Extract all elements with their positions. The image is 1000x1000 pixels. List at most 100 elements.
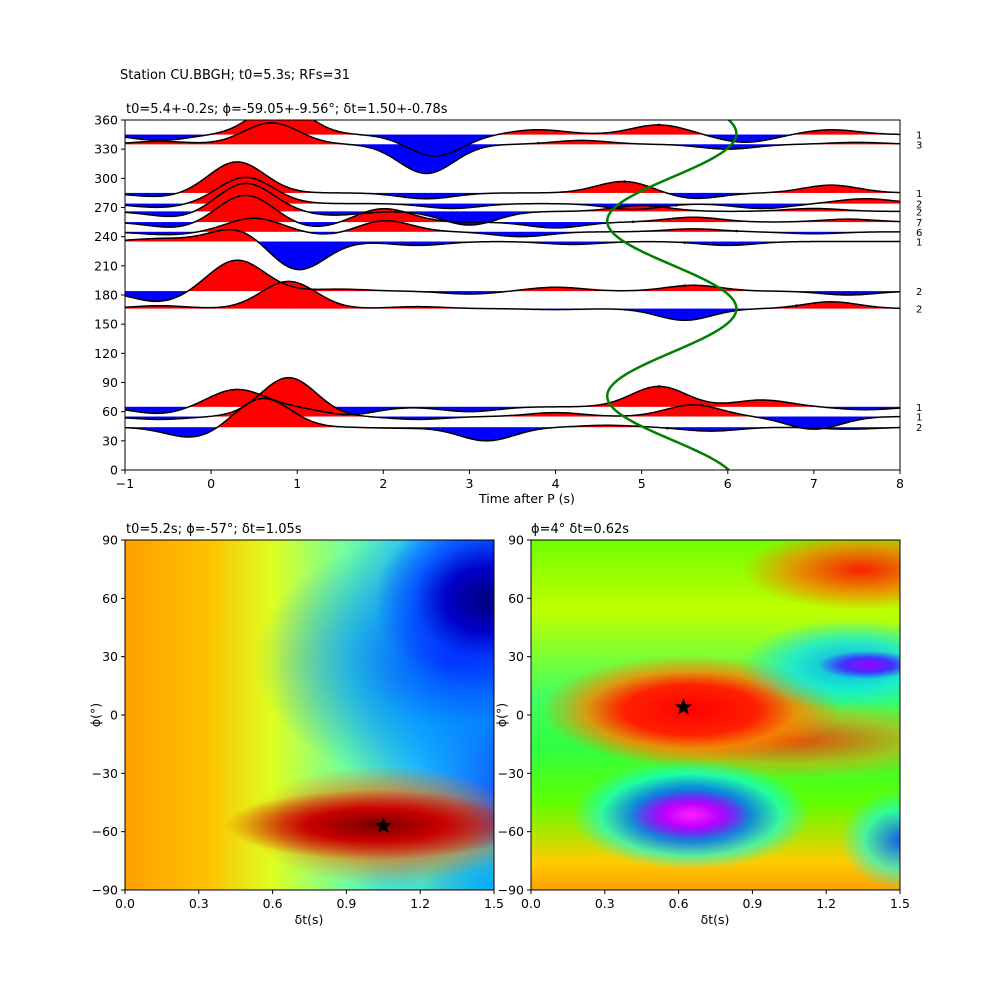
trace-fill-segment xyxy=(193,142,197,145)
trace-fill-segment xyxy=(419,216,423,223)
trace-fill-segment xyxy=(590,222,593,225)
trace-fill-segment xyxy=(137,134,141,139)
trace-fill-segment xyxy=(157,203,161,208)
trace-fill-segment xyxy=(605,183,608,193)
trace-fill-segment xyxy=(549,142,552,145)
trace-fill-segment xyxy=(312,222,316,227)
trace-fill-segment xyxy=(269,205,272,223)
trace-fill-segment xyxy=(617,399,621,407)
trace-fill-segment xyxy=(191,134,195,138)
trace-fill-segment xyxy=(887,406,890,409)
trace-fill-segment xyxy=(848,427,852,430)
trace-fill-segment xyxy=(180,211,184,216)
trace-fill-segment xyxy=(863,427,867,429)
trace-fill-segment xyxy=(435,427,438,431)
trace-fill-segment xyxy=(882,199,886,204)
trace-fill-segment xyxy=(398,406,402,409)
trace-fill-segment xyxy=(852,219,856,223)
trace-fill-segment xyxy=(542,412,546,417)
trace-fill-segment xyxy=(861,219,864,223)
trace-fill-segment xyxy=(424,217,427,223)
trace-fill-segment xyxy=(355,215,359,223)
trace-fill-segment xyxy=(211,211,214,223)
trace-fill-segment xyxy=(232,221,236,232)
trace-fill-segment xyxy=(854,427,858,430)
trace-fill-segment xyxy=(523,211,527,214)
trace-fill-segment xyxy=(598,185,602,193)
trace-fill-segment xyxy=(376,134,380,137)
trace-fill-segment xyxy=(656,386,660,407)
trace-fill-segment xyxy=(381,241,384,244)
trace-fill-segment xyxy=(161,211,165,217)
trace-fill-segment xyxy=(828,231,832,234)
trace-fill-segment xyxy=(732,144,735,150)
trace-fill-segment xyxy=(295,130,298,145)
trace-fill-segment xyxy=(452,291,455,294)
x-tick-label: 6 xyxy=(724,476,732,491)
trace-fill-segment xyxy=(695,427,699,431)
trace-fill-segment xyxy=(682,192,686,198)
trace-fill-segment xyxy=(454,203,458,209)
trace-fill-segment xyxy=(887,200,890,204)
trace-fill-segment xyxy=(456,144,460,160)
trace-fill-segment xyxy=(329,231,333,234)
y-tick-label: 90 xyxy=(102,533,118,548)
trace-fill-segment xyxy=(187,237,191,242)
x-tick-label: 1.2 xyxy=(816,896,836,911)
trace-fill-segment xyxy=(712,241,716,245)
trace-fill-segment xyxy=(803,304,806,309)
trace-fill-segment xyxy=(422,427,425,429)
trace-fill-segment xyxy=(437,211,440,219)
trace-fill-segment xyxy=(831,301,834,309)
trace-fill-segment xyxy=(426,306,430,309)
trace-fill-segment xyxy=(211,228,214,232)
trace-fill-segment xyxy=(639,126,643,135)
trace-fill-segment xyxy=(656,189,660,193)
trace-fill-segment xyxy=(738,203,742,208)
trace-fill-segment xyxy=(133,142,137,145)
trace-fill-segment xyxy=(607,208,610,212)
trace-fill-segment xyxy=(863,219,867,223)
trace-fill-segment xyxy=(710,192,714,198)
trace-fill-segment xyxy=(260,124,264,145)
trace-fill-segment xyxy=(566,287,570,292)
trace-fill-segment xyxy=(648,125,651,135)
trace-fill-segment xyxy=(480,427,483,441)
trace-fill-segment xyxy=(544,129,548,135)
trace-fill-segment xyxy=(600,203,604,207)
trace-fill-segment xyxy=(363,406,367,414)
trace-fill-segment xyxy=(417,192,421,199)
trace-fill-segment xyxy=(159,231,163,235)
trace-fill-segment xyxy=(342,289,346,292)
trace-fill-segment xyxy=(428,203,432,208)
trace-fill-segment xyxy=(607,132,610,135)
trace-fill-segment xyxy=(710,229,714,232)
trace-fill-segment xyxy=(196,134,199,137)
trace-fill-segment xyxy=(305,120,309,135)
trace-fill-segment xyxy=(837,219,841,223)
trace-fill-segment xyxy=(325,241,328,259)
trace-fill-segment xyxy=(314,231,318,234)
trace-fill-segment xyxy=(796,189,800,193)
trace-fill-segment xyxy=(146,291,150,301)
trace-fill-segment xyxy=(318,222,322,227)
trace-fill-segment xyxy=(264,241,268,250)
trace-fill-segment xyxy=(226,262,229,292)
trace-fill-segment xyxy=(809,208,813,212)
trace-fill-segment xyxy=(383,192,387,195)
trace-fill-segment xyxy=(536,231,539,236)
trace-fill-segment xyxy=(869,291,873,294)
trace-fill-segment xyxy=(131,306,135,309)
trace-fill-segment xyxy=(531,231,535,237)
trace-fill-segment xyxy=(534,288,537,292)
trace-fill-segment xyxy=(762,241,765,244)
trace-fill-segment xyxy=(699,285,703,292)
trace-fill-segment xyxy=(243,261,247,292)
trace-fill-segment xyxy=(331,211,335,216)
x-tick-label: 0.3 xyxy=(595,896,615,911)
trace-fill-segment xyxy=(811,303,815,309)
trace-fill-segment xyxy=(717,308,720,315)
trace-fill-segment xyxy=(701,427,705,431)
trace-fill-segment xyxy=(884,199,888,204)
